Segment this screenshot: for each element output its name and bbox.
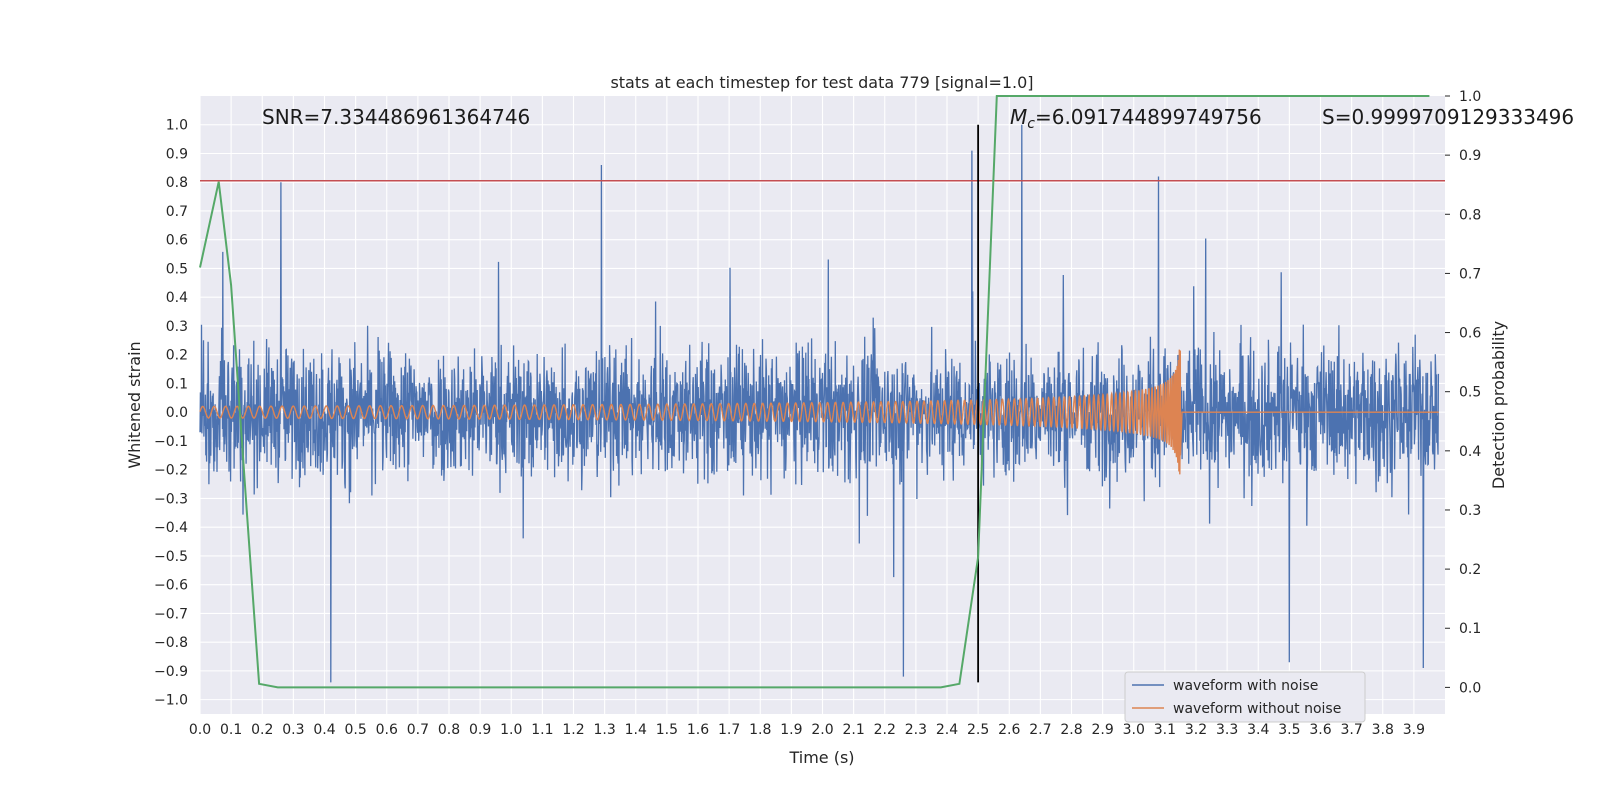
x-tick-label: 1.6 xyxy=(687,722,709,738)
x-tick-label: 0.3 xyxy=(282,722,304,738)
y2-tick-label: 0.7 xyxy=(1459,266,1481,282)
x-tick-label: 0.9 xyxy=(469,722,491,738)
y-tick-label: −0.4 xyxy=(154,520,188,536)
y2-tick-label: 0.9 xyxy=(1459,148,1481,164)
chirp-mass-value: =6.091744899749756 xyxy=(1035,105,1262,129)
y2-tick-label: 0.1 xyxy=(1459,621,1481,637)
y-tick-label: −0.9 xyxy=(154,664,188,680)
probability-line xyxy=(199,95,1430,689)
clean-waveform-line xyxy=(199,349,1439,475)
x-tick-label: 3.5 xyxy=(1278,722,1300,738)
y2-tick-label: 0.8 xyxy=(1459,207,1481,223)
y2-tick-label: 0.3 xyxy=(1459,503,1481,519)
y2-tick-label: 0.5 xyxy=(1459,385,1481,401)
x-tick-label: 2.2 xyxy=(874,722,896,738)
y-tick-label: −0.6 xyxy=(154,578,188,594)
y-tick-label: 0.2 xyxy=(166,348,188,364)
y2-tick-label: 1.0 xyxy=(1459,89,1481,105)
x-tick-label: 3.1 xyxy=(1154,722,1176,738)
x-tick-label: 2.4 xyxy=(936,722,958,738)
x-tick-label: 0.2 xyxy=(251,722,273,738)
y-tick-label: 0.4 xyxy=(166,290,188,306)
chirp-mass-annotation: Mc=6.091744899749756 xyxy=(1010,105,1262,132)
x-tick-label: 1.2 xyxy=(562,722,584,738)
waveform-without-noise-series xyxy=(199,349,1439,475)
y2-tick-label: 0.2 xyxy=(1459,562,1481,578)
y-tick-label: −0.7 xyxy=(154,606,188,622)
x-axis-label: Time (s) xyxy=(788,748,854,767)
y-tick-label: 0.6 xyxy=(166,233,188,249)
x-tick-label: 0.8 xyxy=(438,722,460,738)
y-tick-label: −0.8 xyxy=(154,635,188,651)
x-tick-label: 0.6 xyxy=(376,722,398,738)
y2-tick-label: 0.4 xyxy=(1459,444,1481,460)
x-tick-label: 3.7 xyxy=(1340,722,1362,738)
x-tick-label: 1.4 xyxy=(625,722,647,738)
x-tick-label: 2.5 xyxy=(967,722,989,738)
x-tick-label: 0.0 xyxy=(189,722,211,738)
snr-annotation: SNR=7.334486961364746 xyxy=(262,105,530,129)
y-tick-label: −0.1 xyxy=(154,434,188,450)
x-tick-label: 1.7 xyxy=(718,722,740,738)
y-tick-label: 0.3 xyxy=(166,319,188,335)
x-tick-label: 3.2 xyxy=(1185,722,1207,738)
legend-label-noisy: waveform with noise xyxy=(1173,678,1318,694)
y2-tick-label: 0.6 xyxy=(1459,326,1481,342)
y-tick-label: 0.5 xyxy=(166,261,188,277)
x-tick-label: 2.7 xyxy=(1029,722,1051,738)
x-tick-label: 0.4 xyxy=(313,722,335,738)
tick-labels: 0.0 0.1 0.2 0.3 0.4 0.5 0.6 0.7 0.8 0.9 1.0 1.1 1.2 1… xyxy=(154,89,1481,738)
y-tick-label: 1.0 xyxy=(166,118,188,134)
s-annotation: S=0.9999709129333496 xyxy=(1322,105,1574,129)
y2-axis-label: Detection probability xyxy=(1489,321,1508,489)
x-tick-label: 2.6 xyxy=(998,722,1020,738)
y-tick-label: 0.9 xyxy=(166,146,188,162)
x-tick-label: 0.5 xyxy=(344,722,366,738)
chart-title: stats at each timestep for test data 779… xyxy=(610,73,1033,92)
y-axis-label: Whitened strain xyxy=(125,341,144,468)
waveform-with-noise-series xyxy=(199,124,1440,683)
x-tick-label: 3.4 xyxy=(1247,722,1269,738)
x-tick-label: 3.6 xyxy=(1309,722,1331,738)
probability-series xyxy=(199,95,1430,689)
y-tick-label: 0.1 xyxy=(166,376,188,392)
x-tick-label: 1.9 xyxy=(780,722,802,738)
y-tick-label: −0.2 xyxy=(154,463,188,479)
y-tick-label: 0.7 xyxy=(166,204,188,220)
x-tick-label: 2.8 xyxy=(1060,722,1082,738)
y-tick-label: 0.8 xyxy=(166,175,188,191)
legend: waveform with noise waveform without noi… xyxy=(1124,671,1366,723)
legend-box xyxy=(1124,671,1366,723)
y-tick-label: −1.0 xyxy=(154,693,188,709)
x-tick-label: 0.1 xyxy=(220,722,242,738)
y-tick-label: 0.0 xyxy=(166,405,188,421)
x-tick-label: 2.3 xyxy=(905,722,927,738)
y-tick-label: −0.5 xyxy=(154,549,188,565)
x-tick-label: 3.0 xyxy=(1123,722,1145,738)
x-tick-label: 3.9 xyxy=(1403,722,1425,738)
reference-lines xyxy=(200,124,1445,683)
chirp-mass-subscript: c xyxy=(1027,116,1035,132)
x-tick-label: 3.8 xyxy=(1372,722,1394,738)
x-tick-label: 1.5 xyxy=(656,722,678,738)
x-tick-label: 1.0 xyxy=(500,722,522,738)
x-tick-label: 3.3 xyxy=(1216,722,1238,738)
y2-tick-label: 0.0 xyxy=(1459,680,1481,696)
x-tick-label: 2.0 xyxy=(811,722,833,738)
legend-label-clean: waveform without noise xyxy=(1173,701,1341,717)
chirp-mass-symbol: M xyxy=(1010,105,1027,129)
y-tick-label: −0.3 xyxy=(154,491,188,507)
x-tick-label: 1.1 xyxy=(531,722,553,738)
x-tick-label: 2.9 xyxy=(1091,722,1113,738)
x-tick-label: 1.3 xyxy=(593,722,615,738)
x-tick-label: 0.7 xyxy=(407,722,429,738)
noisy-waveform-line xyxy=(199,124,1440,683)
x-tick-label: 2.1 xyxy=(842,722,864,738)
x-tick-label: 1.8 xyxy=(749,722,771,738)
